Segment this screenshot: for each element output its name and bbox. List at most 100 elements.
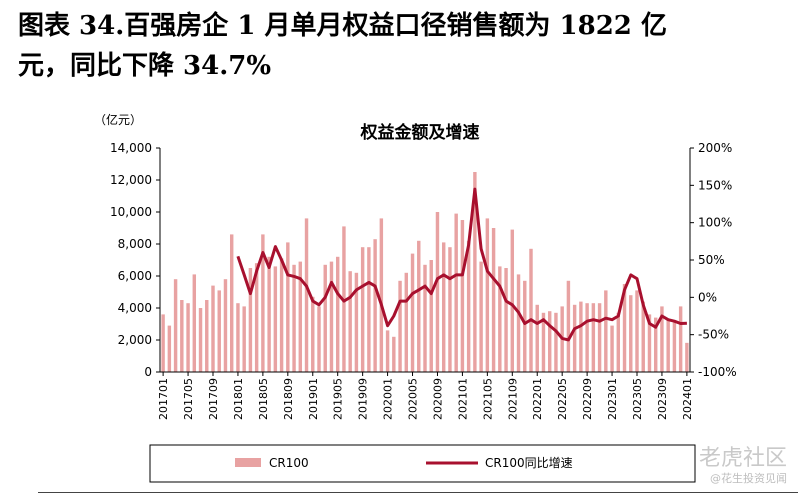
right-axis-tick-label: -100% (698, 365, 737, 379)
watermark-sub: @花生投资见闻 (710, 472, 787, 485)
bar-202107 (498, 266, 502, 372)
bar-202309 (660, 306, 664, 372)
right-axis-tick-label: 50% (698, 253, 725, 267)
x-axis-tick-label: 202305 (631, 378, 644, 420)
line-series (236, 187, 687, 342)
legend-label-bar: CR100 (269, 456, 309, 470)
right-axis-tick-label: 150% (698, 178, 732, 192)
bar-202110 (516, 274, 521, 372)
bar-202006 (417, 240, 421, 372)
right-axis-ticks: -100% -50% 0% 50% 100% 150% 200% (690, 141, 737, 379)
bar-201901 (311, 296, 315, 372)
left-axis-tick-label: 8,000 (118, 237, 152, 251)
legend-swatch-bar (235, 458, 261, 467)
bar-201702 (167, 325, 172, 372)
left-axis-tick-label: 6,000 (118, 269, 152, 283)
bar-202206 (566, 280, 571, 372)
bar-202106 (491, 228, 496, 372)
left-axis-tick-label: 10,000 (110, 205, 152, 219)
bar-202210 (591, 303, 596, 372)
bar-202102 (466, 240, 471, 372)
bar-201707 (198, 308, 203, 372)
bar-202306 (641, 301, 645, 372)
bar-202202 (541, 312, 546, 372)
x-axis-tick-label: 201701 (157, 378, 170, 420)
bar-202308 (653, 317, 658, 372)
x-axis-tick-label: 202209 (581, 378, 594, 420)
bar-201910 (367, 247, 371, 372)
bar-202112 (529, 248, 533, 372)
bar-202105 (485, 218, 490, 372)
bar-201911 (373, 239, 377, 372)
left-axis-tick-label: 0 (144, 365, 152, 379)
watermark-main: 老虎社区 (698, 446, 787, 471)
bar-201809 (286, 242, 290, 372)
bar-201807 (273, 266, 278, 372)
x-axis-tick-label: 202009 (432, 378, 445, 420)
x-axis-tick-label: 201909 (357, 378, 370, 420)
bar-201803 (248, 268, 253, 372)
x-axis-tick-label: 202401 (681, 378, 694, 420)
left-axis-tick-label: 4,000 (118, 301, 152, 315)
bar-201811 (298, 261, 303, 372)
x-axis-tick-label: 202105 (481, 378, 494, 420)
bar-202002 (392, 336, 396, 372)
chart-title: 权益金额及增速 (360, 122, 480, 143)
bar-202208 (579, 301, 583, 372)
left-axis-tick-label: 12,000 (110, 173, 152, 187)
bar-202004 (404, 272, 409, 372)
bar-201802 (242, 306, 246, 372)
bar-201706 (192, 274, 197, 372)
left-axis-tick-label: 14,000 (110, 141, 152, 155)
bar-201703 (173, 279, 178, 372)
bar-202307 (647, 314, 652, 372)
left-axis-ticks: 0 2,000 4,000 6,000 8,000 10,000 12,000 14,000 (110, 141, 160, 379)
bar-202204 (554, 312, 558, 372)
figure-heading: 图表 34.百强房企 1 月单月权益口径销售额为 1822 亿 元，同比下降 3… (18, 6, 778, 86)
bar-201810 (292, 264, 296, 372)
bar-201711 (223, 279, 228, 372)
bar-202302 (616, 312, 621, 372)
right-axis-tick-label: 200% (698, 141, 732, 155)
right-axis-tick-label: 100% (698, 216, 732, 230)
bar-202310 (666, 319, 670, 372)
bar-202008 (429, 260, 433, 372)
bar-202207 (572, 304, 577, 372)
bar-202009 (435, 212, 440, 372)
bar-202007 (423, 264, 427, 372)
bar-202301 (610, 325, 614, 372)
bar-202103 (473, 172, 477, 372)
bar-202201 (535, 304, 539, 372)
x-axis-tick-label: 202205 (556, 378, 569, 420)
x-axis-tick-label: 201809 (282, 378, 295, 420)
right-axis-tick-label: -50% (698, 328, 729, 342)
bar-202401 (685, 342, 689, 372)
x-axis-tick-label: 201705 (182, 378, 195, 420)
bar-202209 (585, 303, 589, 372)
bar-201909 (360, 247, 365, 372)
bar-202111 (523, 280, 527, 372)
bar-202012 (454, 213, 458, 372)
bar-201908 (354, 272, 359, 372)
bar-202212 (604, 290, 608, 372)
bar-201710 (217, 290, 221, 372)
bar-201804 (254, 263, 259, 372)
x-axis-ticks: 201701 201705 201709 201801 201805 201809 2019… (157, 372, 694, 420)
bar-202305 (635, 290, 639, 372)
bar-201902 (317, 306, 321, 372)
bar-202303 (622, 284, 627, 372)
x-axis-tick-label: 202001 (382, 378, 395, 420)
bar-202211 (597, 303, 602, 372)
bar-201704 (180, 300, 184, 372)
bar-201905 (335, 256, 340, 372)
bar-202304 (629, 295, 633, 372)
bar-201801 (236, 303, 240, 372)
x-axis-tick-label: 201805 (257, 378, 270, 420)
bar-201808 (279, 258, 284, 372)
bar-201701 (161, 314, 165, 372)
x-axis-tick-label: 202005 (407, 378, 420, 420)
x-axis-tick-label: 202309 (656, 378, 669, 420)
bar-202010 (441, 242, 446, 372)
x-axis-tick-label: 202101 (456, 378, 469, 420)
